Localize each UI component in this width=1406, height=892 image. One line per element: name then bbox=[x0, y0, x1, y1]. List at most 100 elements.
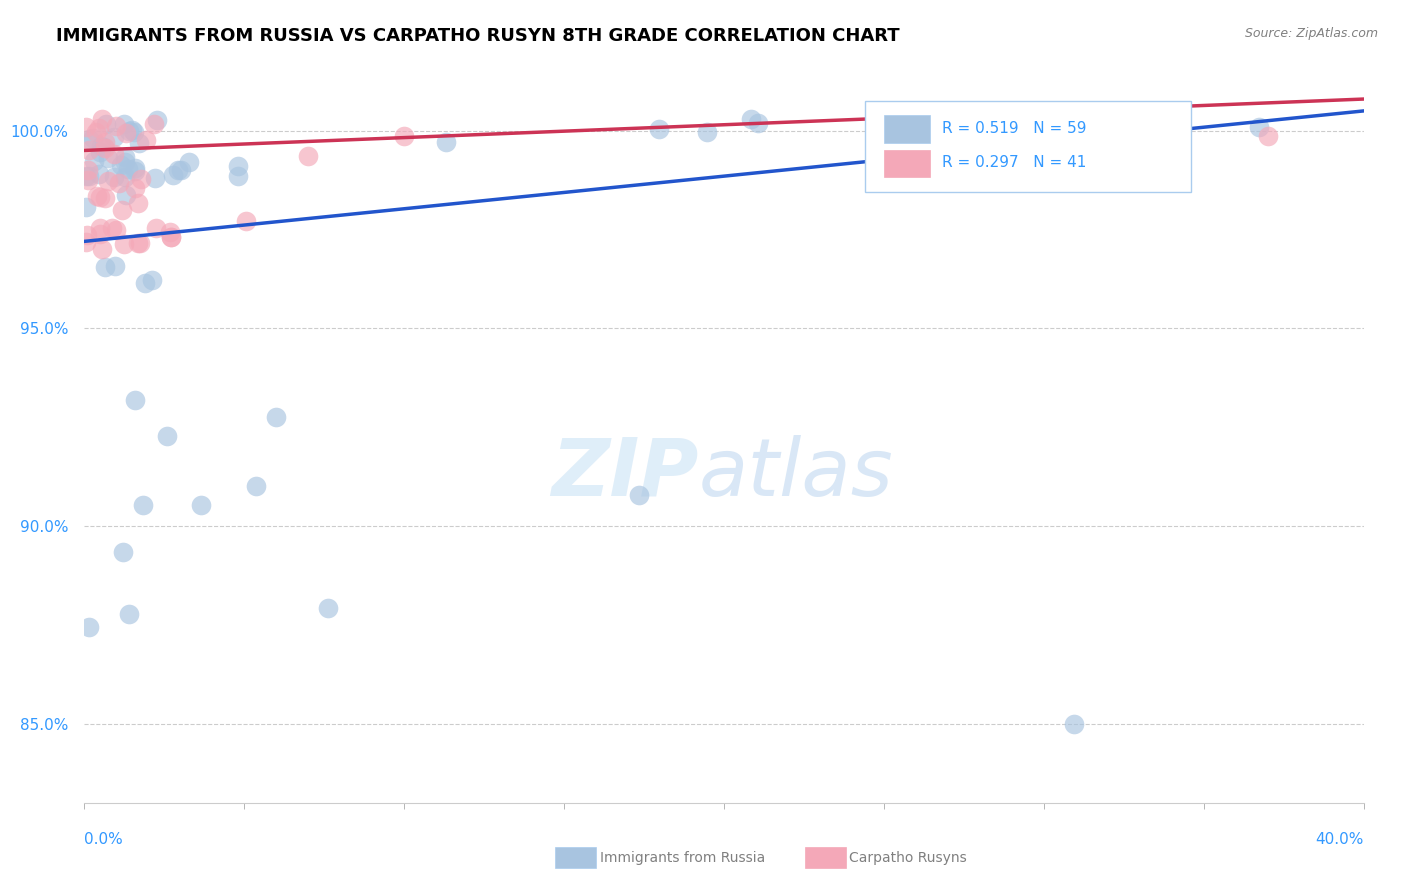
Point bbox=[170, 163, 193, 178]
Point bbox=[118, 607, 141, 622]
Point bbox=[135, 133, 157, 147]
Point bbox=[142, 117, 165, 131]
FancyBboxPatch shape bbox=[804, 847, 845, 868]
FancyBboxPatch shape bbox=[884, 150, 931, 178]
Point bbox=[111, 203, 134, 218]
Point bbox=[226, 169, 249, 183]
Point bbox=[1247, 120, 1270, 134]
Point bbox=[101, 221, 124, 235]
Point bbox=[124, 164, 146, 178]
Point bbox=[104, 223, 127, 237]
Point bbox=[159, 230, 181, 244]
Point bbox=[112, 117, 135, 131]
Point bbox=[108, 176, 131, 190]
Point bbox=[1257, 128, 1279, 143]
Point bbox=[77, 169, 100, 183]
Point bbox=[111, 545, 134, 559]
Point bbox=[114, 150, 136, 164]
Point bbox=[747, 116, 769, 130]
Point bbox=[648, 121, 671, 136]
Point bbox=[132, 499, 155, 513]
FancyBboxPatch shape bbox=[865, 101, 1191, 192]
Point bbox=[124, 181, 146, 195]
Text: 0.0%: 0.0% bbox=[84, 832, 124, 847]
Point bbox=[143, 170, 166, 185]
Point bbox=[83, 154, 105, 169]
Point bbox=[104, 259, 127, 273]
Text: Carpatho Rusyns: Carpatho Rusyns bbox=[849, 851, 967, 864]
Point bbox=[134, 276, 156, 290]
Point bbox=[89, 227, 111, 241]
Point bbox=[127, 236, 149, 251]
Point bbox=[89, 221, 111, 235]
Point bbox=[75, 235, 97, 250]
Point bbox=[97, 174, 120, 188]
Point bbox=[103, 169, 125, 184]
Point bbox=[94, 135, 117, 149]
Point bbox=[155, 429, 177, 443]
Point bbox=[77, 143, 100, 157]
FancyBboxPatch shape bbox=[884, 115, 931, 143]
Point bbox=[114, 155, 136, 169]
Point bbox=[77, 620, 100, 634]
Point bbox=[87, 167, 110, 181]
Point bbox=[87, 120, 110, 135]
Text: R = 0.297   N = 41: R = 0.297 N = 41 bbox=[942, 155, 1085, 170]
Point bbox=[82, 131, 104, 145]
Point bbox=[1039, 144, 1062, 158]
Point bbox=[177, 154, 200, 169]
Point bbox=[94, 141, 117, 155]
Point bbox=[110, 158, 132, 172]
Point bbox=[226, 160, 249, 174]
Point bbox=[77, 173, 100, 187]
Point bbox=[394, 128, 416, 143]
Point bbox=[740, 112, 762, 127]
Point bbox=[146, 113, 169, 128]
Point bbox=[124, 393, 146, 408]
Point bbox=[93, 139, 115, 153]
Point bbox=[89, 145, 111, 159]
Point bbox=[77, 162, 100, 177]
Point bbox=[127, 195, 149, 210]
Point bbox=[97, 152, 120, 166]
Point bbox=[190, 498, 212, 512]
Text: 40.0%: 40.0% bbox=[1316, 832, 1364, 847]
Point bbox=[145, 220, 167, 235]
Point bbox=[159, 225, 181, 239]
Point bbox=[84, 125, 107, 139]
Text: atlas: atlas bbox=[699, 434, 893, 513]
Point bbox=[121, 123, 143, 137]
Text: R = 0.519   N = 59: R = 0.519 N = 59 bbox=[942, 121, 1085, 136]
Point bbox=[90, 138, 112, 153]
Point bbox=[94, 260, 117, 274]
Point bbox=[114, 126, 136, 140]
Point bbox=[76, 228, 98, 243]
Y-axis label: 8th Grade: 8th Grade bbox=[0, 402, 1, 472]
FancyBboxPatch shape bbox=[555, 847, 596, 868]
Point bbox=[122, 125, 145, 139]
Text: IMMIGRANTS FROM RUSSIA VS CARPATHO RUSYN 8TH GRADE CORRELATION CHART: IMMIGRANTS FROM RUSSIA VS CARPATHO RUSYN… bbox=[56, 27, 900, 45]
Point bbox=[297, 148, 319, 162]
Point bbox=[696, 125, 718, 139]
Point bbox=[628, 488, 651, 502]
Point bbox=[75, 200, 97, 214]
Point bbox=[118, 124, 141, 138]
Text: Immigrants from Russia: Immigrants from Russia bbox=[600, 851, 765, 864]
Point bbox=[235, 214, 257, 228]
Point bbox=[128, 136, 150, 150]
Point bbox=[89, 190, 111, 204]
Point bbox=[94, 117, 117, 131]
Point bbox=[318, 600, 340, 615]
Point bbox=[162, 169, 184, 183]
Point bbox=[160, 230, 183, 244]
Point bbox=[117, 162, 139, 177]
Point bbox=[129, 235, 152, 250]
Point bbox=[79, 132, 101, 146]
Point bbox=[75, 120, 97, 134]
Text: ZIP: ZIP bbox=[551, 434, 699, 513]
Point bbox=[245, 479, 267, 493]
Point bbox=[167, 163, 190, 178]
Point bbox=[1063, 716, 1085, 731]
Point bbox=[94, 191, 117, 205]
Point bbox=[103, 146, 125, 161]
